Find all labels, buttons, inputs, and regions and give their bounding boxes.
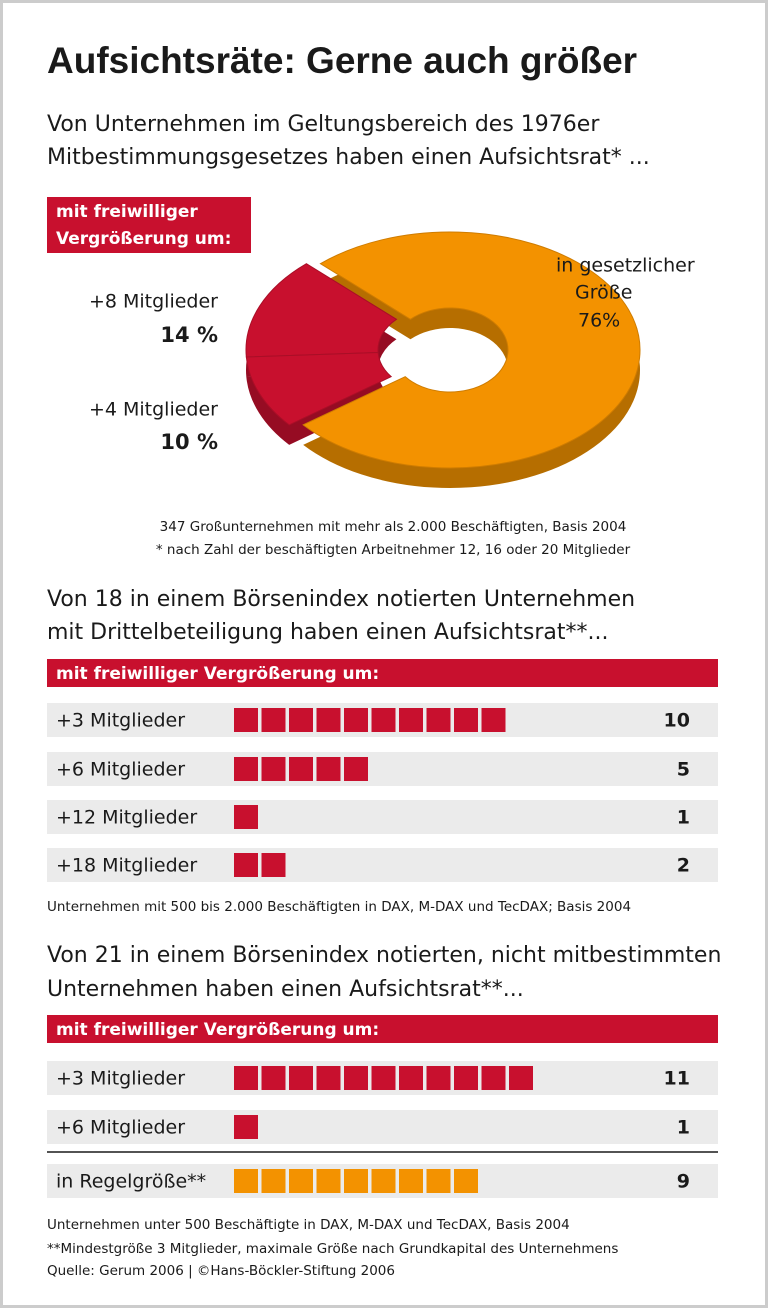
slice-value: 10 % <box>160 430 218 454</box>
unit-square <box>261 853 286 877</box>
row-background <box>47 1110 718 1144</box>
pictogram-bar <box>234 853 286 877</box>
row-value: 5 <box>677 759 690 781</box>
unit-square <box>344 1169 368 1193</box>
header-bar <box>47 659 718 687</box>
footnote: Unternehmen unter 500 Beschäftigte in DA… <box>47 1217 570 1233</box>
pictogram-bar <box>234 1115 258 1139</box>
unit-square <box>234 853 258 877</box>
footnote: Unternehmen mit 500 bis 2.000 Beschäftig… <box>47 899 631 915</box>
unit-square <box>426 708 451 732</box>
subtitle: Von Unternehmen im Geltungsbereich des 1… <box>47 112 600 137</box>
unit-square <box>316 708 341 732</box>
row-label: in Regelgröße** <box>56 1171 206 1193</box>
group-label: mit freiwilliger <box>56 202 198 222</box>
section-title: Unternehmen haben einen Aufsichtsrat**..… <box>47 977 524 1002</box>
unit-square <box>261 1066 286 1090</box>
footnote: * nach Zahl der beschäftigten Arbeitnehm… <box>156 542 631 558</box>
unit-square <box>454 708 478 732</box>
unit-square <box>454 1169 478 1193</box>
pictogram-bar <box>234 757 368 781</box>
subtitle: Mitbestimmungsgesetzes haben einen Aufsi… <box>47 145 650 170</box>
row-label: +3 Mitglieder <box>56 1068 185 1090</box>
unit-square <box>481 708 506 732</box>
unit-square <box>481 1066 506 1090</box>
row-label: +3 Mitglieder <box>56 710 185 732</box>
unit-square <box>371 1169 396 1193</box>
donut-slice <box>302 231 641 469</box>
section-title: Von 21 in einem Börsenindex notierten, n… <box>47 943 721 968</box>
unit-square <box>234 757 258 781</box>
row-label: +6 Mitglieder <box>56 759 185 781</box>
unit-square <box>454 1066 478 1090</box>
unit-square <box>399 708 423 732</box>
pictogram-bar <box>234 708 506 732</box>
page-title: Aufsichtsräte: Gerne auch größer <box>47 40 637 81</box>
unit-square <box>234 1169 258 1193</box>
pictogram-bar <box>234 1169 478 1193</box>
unit-square <box>261 757 286 781</box>
unit-square <box>316 757 341 781</box>
unit-square <box>371 708 396 732</box>
unit-square <box>261 708 286 732</box>
unit-square <box>344 708 368 732</box>
row-value: 9 <box>677 1171 690 1193</box>
section-title: mit Drittelbeteiligung haben einen Aufsi… <box>47 620 608 645</box>
row-value: 10 <box>664 710 690 732</box>
slice-label: +8 Mitglieder <box>89 291 218 313</box>
unit-square <box>289 757 313 781</box>
unit-square <box>261 1169 286 1193</box>
section-title: Von 18 in einem Börsenindex notierten Un… <box>47 587 635 612</box>
group-label-box <box>47 197 251 253</box>
unit-square <box>399 1169 423 1193</box>
row-label: +12 Mitglieder <box>56 807 197 829</box>
footnote: 347 Großunternehmen mit mehr als 2.000 B… <box>160 519 627 535</box>
footnote: **Mindestgröße 3 Mitglieder, maximale Gr… <box>47 1241 618 1257</box>
slice-value: 14 % <box>160 323 218 347</box>
unit-square <box>399 1066 423 1090</box>
row-value: 11 <box>664 1068 690 1090</box>
slice-label: +4 Mitglieder <box>89 399 218 421</box>
header-label: mit freiwilliger Vergrößerung um: <box>56 664 379 684</box>
unit-square <box>316 1169 341 1193</box>
unit-square <box>426 1169 451 1193</box>
donut-slice <box>245 351 393 426</box>
unit-square <box>509 1066 533 1090</box>
pictogram-bar <box>234 1066 533 1090</box>
row-label: +6 Mitglieder <box>56 1117 185 1139</box>
unit-square <box>344 757 368 781</box>
donut-slice <box>245 263 398 358</box>
source: Quelle: Gerum 2006 | ©Hans-Böckler-Stift… <box>47 1263 395 1279</box>
unit-square <box>234 1066 258 1090</box>
row-background <box>47 848 718 882</box>
unit-square <box>234 1115 258 1139</box>
slice-label: Größe <box>575 282 632 304</box>
row-value: 1 <box>677 1117 690 1139</box>
unit-square <box>316 1066 341 1090</box>
unit-square <box>289 1169 313 1193</box>
unit-square <box>289 708 313 732</box>
unit-square <box>371 1066 396 1090</box>
slice-value: 76% <box>578 310 620 332</box>
row-background <box>47 752 718 786</box>
header-bar <box>47 1015 718 1043</box>
unit-square <box>344 1066 368 1090</box>
unit-square <box>234 708 258 732</box>
unit-square <box>426 1066 451 1090</box>
unit-square <box>289 1066 313 1090</box>
row-value: 2 <box>677 855 690 877</box>
unit-square <box>234 805 258 829</box>
group-label: Vergrößerung um: <box>56 229 231 249</box>
row-background <box>47 800 718 834</box>
pictogram-bar <box>234 805 258 829</box>
row-value: 1 <box>677 807 690 829</box>
slice-label: in gesetzlicher <box>556 255 695 277</box>
row-label: +18 Mitglieder <box>56 855 197 877</box>
header-label: mit freiwilliger Vergrößerung um: <box>56 1020 379 1040</box>
